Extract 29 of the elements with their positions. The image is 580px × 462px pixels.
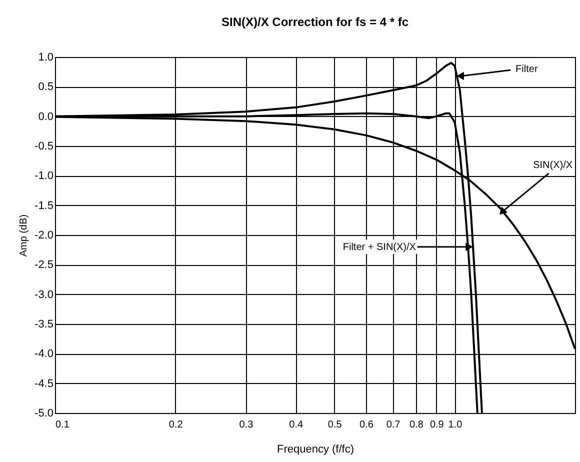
y-tick-label: 1.0: [38, 52, 54, 64]
x-tick-label: 0.2: [168, 420, 184, 430]
annotation: Filter + SIN(X)/X: [342, 242, 416, 253]
y-tick-label: 0.0: [38, 110, 54, 123]
x-tick-label: 0.6: [360, 420, 374, 430]
y-tick-label: -0.5: [34, 140, 54, 152]
x-tick-label: 0.3: [239, 420, 254, 430]
y-tick-label: -4.0: [34, 348, 54, 360]
y-tick-label: -1.0: [34, 170, 54, 182]
x-tick-label: 0.7: [386, 420, 401, 430]
y-tick-label: -3.0: [34, 288, 54, 301]
y-tick-label: -4.5: [34, 378, 54, 390]
x-tick-label: 0.9: [430, 420, 444, 430]
y-tick-label: -2.0: [34, 230, 54, 242]
x-axis-title: Frequency (f/fc): [276, 444, 354, 456]
annotation: SIN(X)/X: [533, 160, 573, 171]
chart-title: SIN(X)/X Correction for fs = 4 * fc: [221, 15, 409, 29]
x-tick-label: 0.4: [289, 420, 304, 430]
x-tick-label: 0.8: [409, 420, 424, 430]
y-tick-label: -5.0: [34, 408, 54, 420]
x-tick-label: 1.0: [448, 420, 463, 430]
x-tick-label: 0.5: [328, 420, 342, 430]
annotation: Filter: [516, 64, 538, 75]
y-tick-label: -3.5: [34, 318, 54, 330]
x-tick-label: 0.1: [56, 420, 70, 430]
y-tick-label: -2.5: [34, 259, 54, 272]
y-axis-title: Amp (dB): [18, 214, 30, 257]
y-tick-label: 0.5: [38, 81, 54, 94]
y-tick-label: -1.5: [34, 200, 54, 212]
